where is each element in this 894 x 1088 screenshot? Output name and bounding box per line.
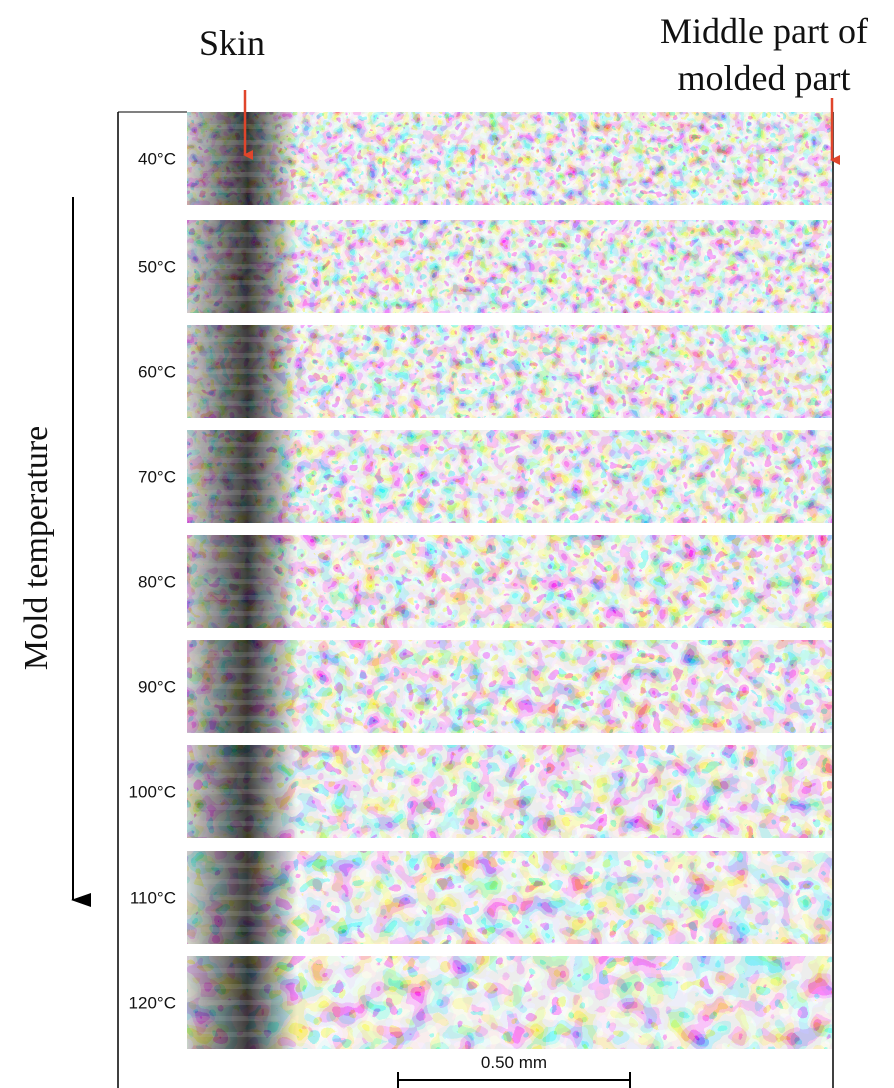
skin-streak <box>190 156 280 161</box>
skin-streak <box>190 172 280 177</box>
skin-layer <box>187 851 297 944</box>
row-label: 110°C <box>130 889 176 908</box>
skin-streak <box>190 296 280 301</box>
skin-streak <box>190 563 280 568</box>
scale-label: 0.50 mm <box>481 1053 547 1072</box>
frame <box>117 111 834 1088</box>
skin-layer <box>187 430 297 523</box>
micrograph-row: 40°C <box>138 112 832 205</box>
micrograph-row: 70°C <box>138 430 832 523</box>
skin-layer <box>187 220 297 313</box>
skin-streak <box>190 401 280 406</box>
skin-streak <box>190 1000 280 1005</box>
skin-streak <box>190 385 280 390</box>
micrograph-row: 100°C <box>129 745 832 838</box>
skin-streak <box>190 863 280 868</box>
skin-streak <box>190 821 280 826</box>
skin-layer <box>187 112 297 205</box>
row-label: 120°C <box>129 994 176 1013</box>
micrograph-row: 80°C <box>138 535 832 628</box>
skin-streak <box>190 879 280 884</box>
skin-layer <box>187 535 297 628</box>
skin-streak <box>190 506 280 511</box>
skin-streak <box>190 280 280 285</box>
skin-streak <box>190 684 280 689</box>
skin-streak <box>190 337 280 342</box>
middle-label: molded part <box>678 58 851 98</box>
row-label: 40°C <box>138 150 176 169</box>
skin-streak <box>190 927 280 932</box>
skin-streak <box>190 353 280 358</box>
skin-streak <box>190 579 280 584</box>
skin-streak <box>190 490 280 495</box>
skin-layer <box>187 325 297 418</box>
row-label: 70°C <box>138 468 176 487</box>
middle-label: Middle part of <box>660 11 868 51</box>
skin-streak <box>190 668 280 673</box>
skin-streak <box>190 789 280 794</box>
skin-streak <box>190 700 280 705</box>
skin-layer <box>187 956 297 1049</box>
skin-streak <box>190 611 280 616</box>
skin-streak <box>190 188 280 193</box>
skin-streak <box>190 442 280 447</box>
scale-bar: 0.50 mm <box>397 1053 631 1088</box>
skin-streak <box>190 984 280 989</box>
skin-streak <box>190 895 280 900</box>
skin-streak <box>190 595 280 600</box>
micrograph-row: 110°C <box>130 851 832 944</box>
micrograph-row: 50°C <box>138 220 832 313</box>
micrograph-row: 90°C <box>138 640 832 733</box>
skin-streak <box>190 1032 280 1037</box>
skin-streak <box>190 458 280 463</box>
row-label: 80°C <box>138 573 176 592</box>
skin-streak <box>190 968 280 973</box>
skin-streak <box>190 547 280 552</box>
micrograph-row: 120°C <box>129 956 832 1049</box>
rows: 40°C 50°C 60°C 70°C 80°C 90°C 100°C 110°C 120°C <box>129 112 832 1049</box>
row-label: 100°C <box>129 783 176 802</box>
row-label: 90°C <box>138 678 176 697</box>
skin-streak <box>190 474 280 479</box>
row-label: 50°C <box>138 258 176 277</box>
skin-streak <box>190 369 280 374</box>
row-label: 60°C <box>138 363 176 382</box>
skin-streak <box>190 232 280 237</box>
skin-streak <box>190 805 280 810</box>
skin-streak <box>190 264 280 269</box>
skin-streak <box>190 140 280 145</box>
micrograph-row: 60°C <box>138 325 832 418</box>
skin-streak <box>190 716 280 721</box>
skin-label: Skin <box>199 23 265 63</box>
skin-streak <box>190 248 280 253</box>
skin-streak <box>190 1016 280 1021</box>
axis-label: Mold temperature <box>18 426 55 671</box>
skin-streak <box>190 911 280 916</box>
skin-layer <box>187 745 297 838</box>
skin-streak <box>190 124 280 129</box>
skin-streak <box>190 652 280 657</box>
skin-layer <box>187 640 297 733</box>
skin-streak <box>190 757 280 762</box>
skin-streak <box>190 773 280 778</box>
